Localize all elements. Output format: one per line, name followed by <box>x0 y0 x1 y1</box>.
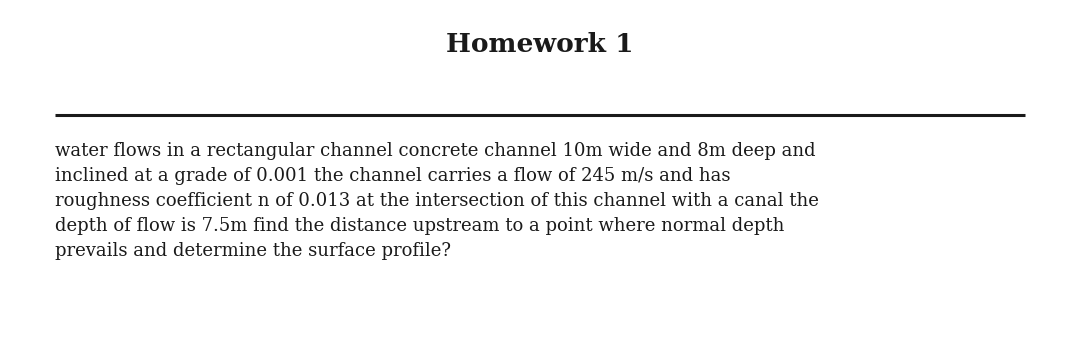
Text: water flows in a rectangular channel concrete channel 10m wide and 8m deep and
i: water flows in a rectangular channel con… <box>55 142 819 260</box>
Text: Homework 1: Homework 1 <box>446 32 634 57</box>
